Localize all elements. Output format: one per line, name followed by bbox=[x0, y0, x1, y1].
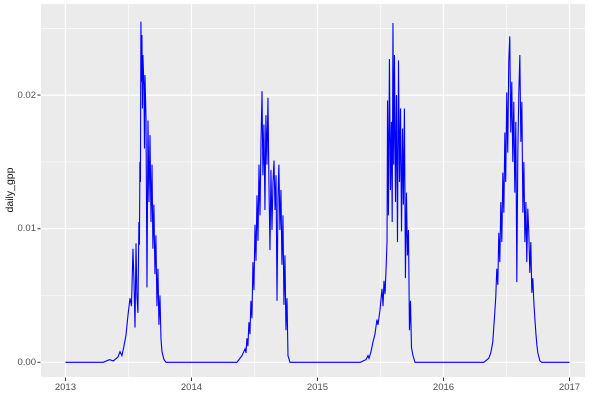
y-tick-label: 0.00 bbox=[17, 356, 37, 368]
x-tick-label: 2014 bbox=[180, 382, 203, 393]
y-tick-label: 0.01 bbox=[17, 223, 37, 235]
x-tick-label: 2017 bbox=[558, 382, 581, 393]
x-tick-label: 2016 bbox=[432, 382, 455, 393]
tick-marks bbox=[37, 94, 571, 381]
x-tick-label: 2013 bbox=[54, 382, 76, 393]
grid-major bbox=[41, 4, 585, 377]
y-tick-label: 0.02 bbox=[17, 89, 37, 101]
y-axis-title: daily_gpp bbox=[4, 167, 16, 213]
x-tick-label: 2015 bbox=[306, 382, 329, 393]
series-line-daily_gpp bbox=[65, 21, 570, 363]
